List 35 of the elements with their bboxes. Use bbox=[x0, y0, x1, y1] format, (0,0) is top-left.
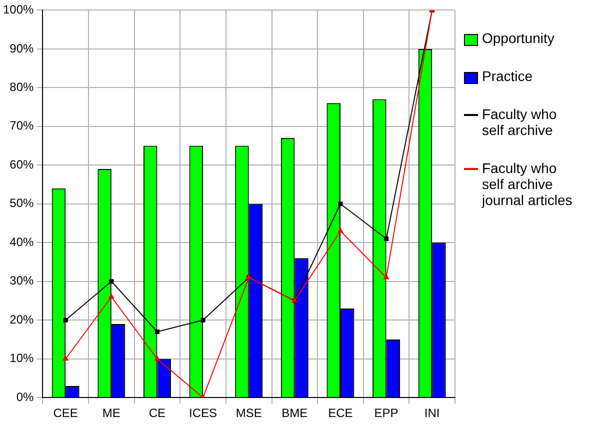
legend-label: Faculty who self archive journal articles bbox=[482, 160, 574, 208]
y-tick-label: 70% bbox=[10, 118, 34, 133]
point bbox=[62, 356, 68, 361]
x-tick-label: MSE bbox=[236, 406, 262, 420]
point bbox=[384, 274, 389, 280]
y-tick-label: 50% bbox=[10, 196, 34, 210]
point bbox=[384, 236, 389, 242]
y-tick-label: 80% bbox=[10, 80, 34, 94]
y-tick-label: 90% bbox=[10, 41, 34, 56]
point bbox=[338, 202, 343, 206]
y-tick-label: 10% bbox=[10, 351, 34, 366]
y-tick-label: 30% bbox=[10, 274, 34, 288]
point bbox=[338, 228, 344, 233]
y-tick-label: 60% bbox=[10, 157, 34, 172]
y-tick-label: 0% bbox=[16, 390, 34, 404]
point bbox=[154, 329, 160, 334]
x-tick-label: BME bbox=[282, 406, 308, 420]
point bbox=[200, 318, 206, 322]
legend-label: Faculty who self archive bbox=[482, 106, 558, 138]
point bbox=[109, 279, 114, 284]
x-tick-label: CEE bbox=[53, 406, 78, 420]
legend-label: Opportunity bbox=[482, 30, 556, 46]
x-tick-label: ECE bbox=[328, 406, 353, 420]
y-tick-label: 100% bbox=[2, 2, 34, 17]
x-tick-label: CE bbox=[148, 406, 166, 420]
x-tick-label: INI bbox=[424, 406, 440, 420]
y-tick-label: 40% bbox=[10, 234, 34, 249]
point bbox=[154, 356, 160, 361]
x-tick-label: EPP bbox=[374, 406, 398, 420]
legend-label: Practice bbox=[482, 68, 534, 84]
x-tick-label: ICES bbox=[189, 406, 218, 420]
point bbox=[63, 318, 68, 322]
y-tick-label: 20% bbox=[10, 312, 34, 326]
point bbox=[108, 294, 114, 299]
x-tick-label: ME bbox=[102, 406, 120, 420]
